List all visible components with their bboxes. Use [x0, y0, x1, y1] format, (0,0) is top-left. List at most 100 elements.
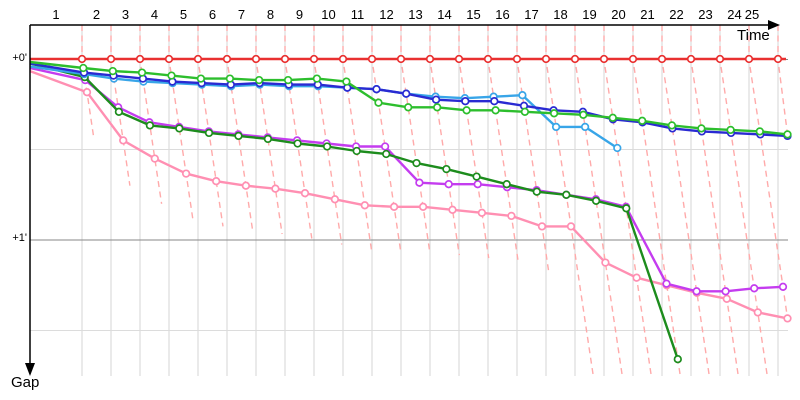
runner-pink-control-marker[interactable]	[507, 211, 516, 221]
runner-cyan-control-marker[interactable]	[551, 122, 561, 132]
runner-pink-control-marker[interactable]	[601, 258, 610, 267]
runner-pink-control-marker[interactable]	[181, 169, 191, 178]
runner-cyan-control-marker[interactable]	[518, 91, 527, 100]
runner-leader-control-marker[interactable]	[280, 54, 290, 64]
runner-green-control-marker[interactable]	[79, 63, 88, 73]
runner-leader-control-marker[interactable]	[512, 54, 522, 64]
runner-leader-control-marker[interactable]	[657, 54, 667, 64]
runner-pink-control-marker[interactable]	[300, 189, 310, 198]
runner-cyan-control-marker[interactable]	[613, 143, 622, 153]
runner-darkgreen-control-marker[interactable]	[175, 124, 184, 133]
runner-pink-control-marker[interactable]	[150, 154, 159, 163]
runner-leader-control-marker[interactable]	[425, 54, 435, 64]
runner-blue-control-marker[interactable]	[372, 85, 381, 94]
runner-pink-control-marker[interactable]	[632, 273, 641, 282]
runner-green-control-marker[interactable]	[638, 116, 647, 125]
runner-green-control-marker[interactable]	[491, 106, 500, 115]
runner-leader-control-marker[interactable]	[599, 54, 609, 64]
runner-green-control-marker[interactable]	[783, 130, 792, 139]
runner-darkgreen-control-marker[interactable]	[204, 128, 214, 138]
runner-leader-control-marker[interactable]	[106, 54, 116, 64]
runner-green-control-marker[interactable]	[433, 103, 442, 112]
runner-pink-control-marker[interactable]	[566, 222, 576, 231]
runner-darkgreen-control-marker[interactable]	[442, 164, 451, 174]
runner-green-control-marker[interactable]	[520, 107, 530, 116]
runner-leader-control-marker[interactable]	[686, 54, 696, 64]
runner-leader-control-marker[interactable]	[541, 54, 551, 64]
runner-darkgreen-control-marker[interactable]	[673, 355, 682, 364]
runner-leader-control-marker[interactable]	[628, 54, 638, 64]
runner-leader-control-marker[interactable]	[367, 54, 377, 64]
runner-leader-control-marker[interactable]	[773, 54, 783, 64]
runner-darkgreen-control-marker[interactable]	[622, 204, 631, 213]
runner-blue-control-marker[interactable]	[402, 89, 411, 98]
runner-green-control-marker[interactable]	[667, 121, 677, 130]
runner-green-control-marker[interactable]	[579, 110, 588, 119]
runner-pink-control-marker[interactable]	[119, 136, 128, 145]
runner-pink-control-marker[interactable]	[477, 208, 487, 217]
runner-leader-control-marker[interactable]	[193, 54, 203, 64]
runner-green-control-marker[interactable]	[462, 106, 471, 115]
runner-pink-control-marker[interactable]	[82, 88, 92, 97]
runner-leader-control-marker[interactable]	[164, 54, 174, 64]
runner-magenta-control-marker[interactable]	[380, 142, 390, 151]
runner-pink-control-marker[interactable]	[212, 177, 221, 186]
runner-magenta-control-marker[interactable]	[444, 180, 453, 189]
runner-leader-control-marker[interactable]	[570, 54, 580, 64]
runner-darkgreen-control-marker[interactable]	[114, 107, 124, 116]
runner-pink-control-marker[interactable]	[722, 294, 731, 303]
runner-leader-control-marker[interactable]	[454, 54, 464, 64]
runner-darkgreen-control-marker[interactable]	[234, 131, 243, 141]
runner-blue-control-marker[interactable]	[431, 95, 441, 104]
runner-darkgreen-control-marker[interactable]	[591, 196, 601, 205]
runner-green-control-marker[interactable]	[137, 68, 147, 77]
runner-pink-control-marker[interactable]	[448, 205, 457, 214]
runner-pink-control-marker[interactable]	[389, 202, 399, 211]
runner-magenta-control-marker[interactable]	[778, 282, 788, 291]
runner-darkgreen-control-marker[interactable]	[502, 180, 511, 189]
runner-leader-control-marker[interactable]	[715, 54, 725, 64]
runner-darkgreen-control-marker[interactable]	[145, 121, 155, 130]
runner-blue-control-marker[interactable]	[490, 97, 499, 106]
runner-darkgreen-control-marker[interactable]	[293, 139, 302, 148]
runner-green-control-marker[interactable]	[283, 75, 293, 85]
runner-leader-control-marker[interactable]	[135, 54, 145, 64]
runner-green-control-marker[interactable]	[167, 71, 176, 80]
runner-magenta-control-marker[interactable]	[415, 178, 424, 187]
runner-darkgreen-control-marker[interactable]	[322, 142, 332, 151]
runner-leader-control-marker[interactable]	[338, 54, 348, 64]
runner-darkgreen-control-marker[interactable]	[263, 134, 273, 144]
runner-blue-control-marker[interactable]	[461, 97, 470, 106]
runner-leader-control-marker[interactable]	[396, 54, 406, 64]
runner-green-control-marker[interactable]	[608, 113, 617, 122]
runner-pink-control-marker[interactable]	[537, 222, 547, 231]
runner-magenta-control-marker[interactable]	[692, 287, 701, 296]
runner-darkgreen-control-marker[interactable]	[472, 172, 481, 181]
runner-pink-control-marker[interactable]	[783, 314, 792, 323]
runner-green-control-marker[interactable]	[225, 74, 235, 83]
runner-leader-control-marker[interactable]	[309, 54, 319, 64]
runner-magenta-control-marker[interactable]	[662, 279, 671, 288]
runner-green-control-marker[interactable]	[108, 66, 117, 76]
runner-leader-control-marker[interactable]	[222, 54, 232, 64]
runner-magenta-control-marker[interactable]	[721, 287, 730, 296]
runner-green-control-marker[interactable]	[312, 74, 322, 83]
runner-darkgreen-control-marker[interactable]	[532, 187, 541, 196]
runner-darkgreen-control-marker[interactable]	[412, 158, 421, 168]
runner-darkgreen-control-marker[interactable]	[562, 190, 571, 199]
runner-green-control-marker[interactable]	[342, 77, 351, 86]
runner-green-control-marker[interactable]	[726, 125, 735, 135]
runner-magenta-control-marker[interactable]	[473, 180, 482, 189]
runner-pink-control-marker[interactable]	[360, 201, 369, 210]
runner-leader-control-marker[interactable]	[251, 54, 261, 64]
runner-green-control-marker[interactable]	[697, 124, 706, 133]
runner-green-control-marker[interactable]	[755, 127, 764, 136]
runner-green-control-marker[interactable]	[254, 75, 264, 85]
runner-green-control-marker[interactable]	[404, 103, 413, 112]
runner-pink-control-marker[interactable]	[418, 202, 428, 211]
runner-leader-control-marker[interactable]	[483, 54, 493, 64]
runner-darkgreen-control-marker[interactable]	[352, 146, 361, 156]
runner-green-control-marker[interactable]	[549, 109, 559, 118]
runner-leader-control-marker[interactable]	[744, 54, 754, 64]
runner-darkgreen-control-marker[interactable]	[382, 149, 391, 159]
